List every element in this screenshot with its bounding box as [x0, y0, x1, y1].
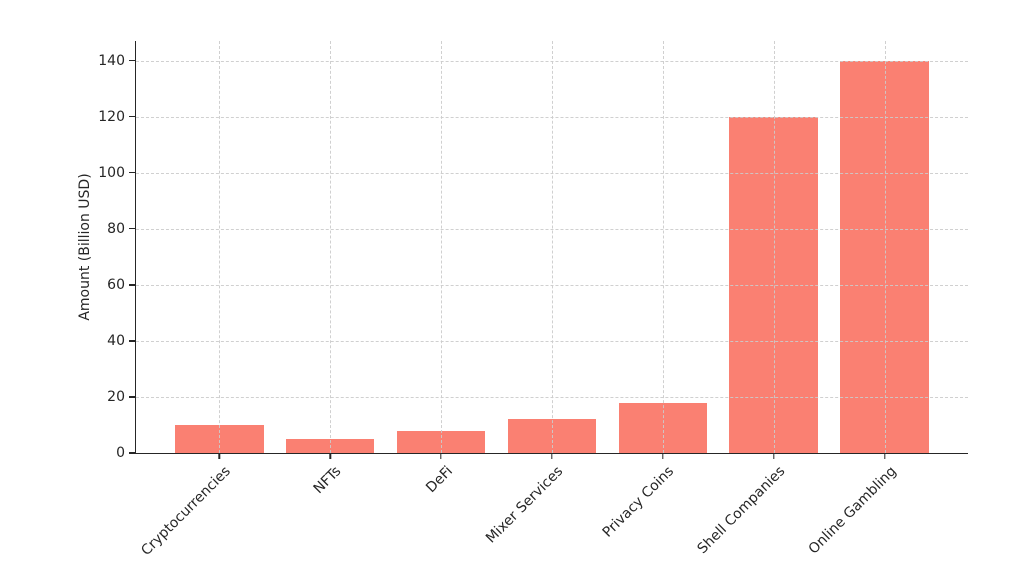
y-tick-mark — [128, 228, 135, 230]
x-tick-label-online-gambling: Online Gambling — [805, 463, 900, 558]
x-tick-mark — [329, 454, 331, 460]
y-tick-label: 60 — [107, 276, 125, 293]
bar-cryptocurrencies — [174, 424, 264, 453]
vertical-gridline — [219, 41, 221, 453]
horizontal-gridline — [136, 340, 968, 342]
y-tick-label: 80 — [107, 220, 125, 237]
y-tick-label: 20 — [107, 388, 125, 405]
horizontal-gridline — [136, 284, 968, 286]
y-tick-label: 0 — [116, 445, 125, 461]
bar-defi — [396, 430, 486, 453]
bar-nfts — [285, 439, 375, 453]
y-tick-label: 140 — [98, 52, 125, 69]
x-tick-mark — [218, 454, 220, 460]
y-tick-label: 40 — [107, 332, 125, 349]
y-tick-mark — [128, 340, 135, 342]
bar-online-gambling — [840, 60, 930, 453]
x-tick-mark — [551, 454, 553, 460]
horizontal-gridline — [136, 396, 968, 398]
y-tick-label: 120 — [98, 108, 125, 125]
plot-area: 0 20 40 60 80 100 120 140 Cryptocurrencies NFTs De… — [98, 41, 968, 559]
y-tick-mark — [128, 452, 135, 454]
x-tick-label-defi: DeFi — [422, 463, 456, 497]
horizontal-gridline — [136, 116, 968, 118]
x-tick-mark — [440, 454, 442, 460]
vertical-gridline — [441, 41, 443, 453]
bar-privacy-coins — [618, 402, 708, 453]
y-tick-mark — [128, 59, 135, 62]
y-tick-mark — [128, 115, 135, 118]
y-axis-title: Amount (Billion USD) — [77, 173, 93, 321]
horizontal-gridline — [136, 60, 968, 62]
horizontal-gridline — [136, 172, 968, 174]
x-tick-mark — [884, 454, 886, 460]
vertical-gridline — [552, 41, 553, 453]
x-tick-label-mixer-services: Mixer Services — [483, 463, 567, 547]
y-tick-mark — [128, 172, 135, 174]
vertical-gridline — [773, 41, 775, 453]
x-tick-label-nfts: NFTs — [310, 463, 345, 498]
vertical-gridline — [884, 41, 886, 453]
horizontal-gridline — [136, 228, 968, 230]
x-tick-mark — [662, 454, 664, 460]
y-tick-label: 100 — [98, 164, 125, 181]
x-tick-label-shell-companies: Shell Companies — [694, 463, 789, 558]
x-tick-label-cryptocurrencies: Cryptocurrencies — [138, 463, 234, 559]
vertical-gridline — [662, 41, 664, 453]
x-tick-label-privacy-coins: Privacy Coins — [600, 463, 678, 541]
x-tick-mark — [773, 454, 775, 460]
vertical-gridline — [330, 41, 332, 453]
y-tick-mark — [128, 396, 135, 398]
y-tick-mark — [128, 284, 135, 286]
bar-mixer-services — [507, 419, 597, 453]
